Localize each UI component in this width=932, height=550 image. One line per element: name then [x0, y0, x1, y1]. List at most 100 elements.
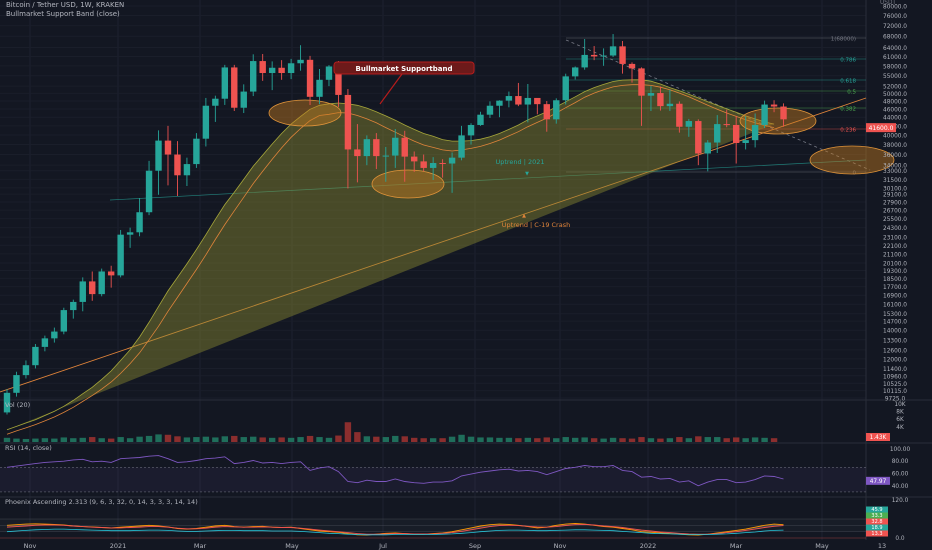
volume-bar: [524, 437, 532, 442]
volume-bar: [22, 438, 30, 442]
time-tick: 2021: [110, 542, 127, 550]
volume-bar: [287, 437, 295, 442]
volume-bar: [477, 437, 484, 442]
candle-body: [60, 310, 68, 332]
volume-bar: [51, 438, 58, 442]
volume-bar: [117, 437, 124, 442]
volume-bar: [278, 437, 285, 442]
volume-bar: [155, 434, 162, 442]
volume-bar: [467, 436, 475, 442]
candle-body: [335, 66, 342, 95]
price-tick: 76000.0: [883, 14, 907, 20]
phoenix-value-text: 45.9: [871, 507, 882, 513]
uptrend-2021-line: [109, 159, 867, 201]
volume-bar: [202, 436, 210, 442]
volume-bar: [761, 437, 768, 442]
volume-bar: [183, 437, 191, 442]
volume-bar: [98, 438, 105, 442]
phoenix-tick: 120.0: [892, 498, 909, 504]
price-tick: 21100.0: [883, 252, 907, 258]
candle-body: [259, 61, 266, 74]
candle-body: [401, 137, 408, 157]
band-sma-line: [6, 79, 775, 431]
phoenix-label[interactable]: Phoenix Ascending 2.313 (9, 6, 3, 32, 0,…: [5, 498, 198, 506]
candle-body: [714, 124, 721, 143]
candle-body: [373, 139, 380, 157]
volume-bar: [401, 436, 408, 442]
fib-label: 0.382: [840, 107, 856, 113]
candle-body: [107, 271, 115, 276]
candle-body: [581, 54, 588, 68]
volume-bar: [553, 438, 560, 442]
candle-body: [732, 124, 740, 144]
time-tick: Nov: [554, 542, 567, 550]
price-tick: 48000.0: [883, 100, 907, 106]
candle-body: [666, 103, 674, 107]
candle-body: [751, 124, 759, 141]
price-tick: 20100.0: [883, 261, 907, 267]
volume-bar: [581, 437, 588, 442]
volume-bar: [212, 437, 219, 442]
volume-bar: [714, 437, 721, 442]
price-tick: 38000.0: [883, 143, 907, 149]
candle-body: [486, 105, 494, 115]
volume-tick: 8K: [896, 410, 904, 416]
volume-bar: [638, 437, 645, 442]
rsi-tick: 60.00: [892, 471, 909, 477]
price-tick: 29100.0: [883, 193, 907, 199]
price-tick: 14000.0: [883, 329, 907, 335]
candle-body: [117, 234, 124, 276]
volume-bar: [429, 438, 437, 442]
candle-body: [553, 100, 560, 120]
candle-body: [22, 365, 30, 376]
fib-diagonal: [565, 39, 871, 171]
price-tick: 40000.0: [883, 133, 907, 139]
candle-body: [145, 170, 153, 213]
symbol-title[interactable]: Bitcoin / Tether USD, 1W, KRAKEN: [6, 1, 125, 9]
candle-body: [524, 97, 532, 105]
volume-bar: [363, 436, 371, 442]
volume-bar: [590, 438, 598, 442]
price-tick: 52000.0: [883, 85, 907, 91]
price-tick: 24300.0: [883, 226, 907, 232]
price-tick: 9725.0: [885, 397, 906, 403]
candle-body: [543, 104, 550, 120]
volume-bar: [411, 437, 418, 442]
candle-body: [354, 149, 361, 157]
candle-body: [316, 79, 323, 97]
volume-bar: [316, 437, 323, 442]
volume-bar: [13, 438, 20, 442]
candle-body: [32, 346, 39, 366]
candle-body: [155, 140, 162, 171]
phoenix-line-c: [6, 528, 784, 536]
volume-bar: [420, 438, 427, 442]
band-label-pointer: [379, 73, 403, 105]
candle-body: [534, 97, 541, 105]
volume-bar: [335, 435, 342, 442]
candle-body: [363, 139, 371, 157]
price-tick: 11400.0: [883, 367, 907, 373]
candle-body: [3, 392, 11, 413]
candle-body: [325, 66, 333, 80]
fib-label: 0.236: [840, 128, 856, 134]
volume-bar: [600, 438, 607, 442]
phoenix-value-text: 33.3: [871, 513, 882, 519]
volume-label[interactable]: Vol (20): [5, 401, 31, 409]
volume-bar: [723, 438, 730, 442]
phoenix-value-text: 13.3: [871, 531, 882, 537]
phoenix-value-badge: [866, 512, 888, 519]
volume-bar: [458, 434, 465, 442]
candle-body: [278, 67, 285, 74]
volume-bar: [543, 437, 550, 442]
volume-value-badge: [866, 433, 890, 441]
price-tick: 27900.0: [883, 200, 907, 206]
time-tick: May: [285, 542, 299, 550]
candle-body: [221, 67, 229, 99]
rsi-label[interactable]: RSI (14, close): [5, 444, 52, 452]
time-tick: Mar: [194, 542, 207, 550]
candle-body: [287, 63, 295, 74]
indicator-label[interactable]: Bullmarket Support Band (close): [6, 10, 120, 18]
volume-tick: 4K: [896, 425, 904, 431]
candle-body: [761, 104, 768, 125]
